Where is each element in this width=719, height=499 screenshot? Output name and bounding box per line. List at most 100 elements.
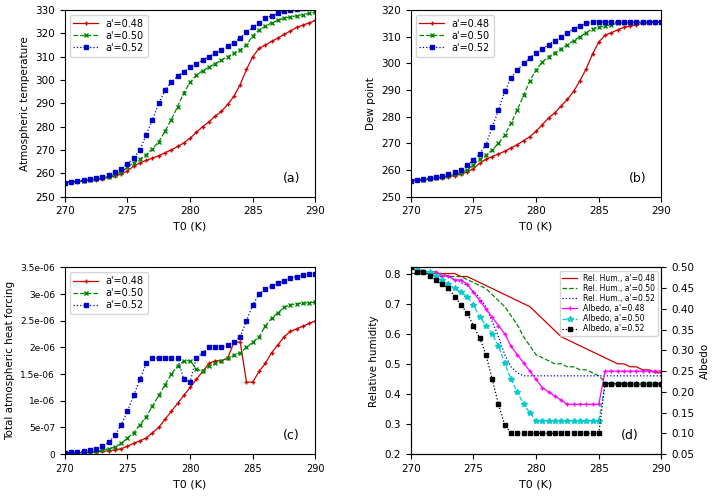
a'=0.52 (229, 339, 238, 345)
a'=0.52 (273, 280, 282, 286)
a'=0.52 (482, 142, 490, 148)
a'=0.50 (60, 180, 69, 186)
Rel. Hum., a'=0.48 (494, 288, 503, 294)
a'=0.52 (160, 355, 169, 361)
a'=0.50 (186, 358, 194, 364)
Rel. Hum., a'=0.48 (551, 328, 559, 334)
Albedo, a'=0.50 (557, 418, 566, 424)
Albedo, a'=0.52 (463, 310, 472, 316)
a'=0.48 (236, 82, 244, 88)
a'=0.50 (311, 299, 320, 305)
Albedo, a'=0.48 (526, 368, 534, 374)
Line: a'=0.50: a'=0.50 (408, 20, 664, 183)
Text: (c): (c) (283, 429, 300, 442)
a'=0.50 (67, 450, 75, 456)
Rel. Hum., a'=0.48 (638, 367, 647, 373)
a'=0.48 (73, 179, 81, 185)
a'=0.50 (280, 304, 288, 310)
a'=0.52 (198, 57, 207, 63)
a'=0.52 (532, 49, 541, 55)
a'=0.52 (450, 169, 459, 175)
a'=0.48 (261, 42, 270, 48)
a'=0.52 (444, 172, 453, 178)
Rel. Hum., a'=0.52 (632, 373, 641, 379)
Albedo, a'=0.52 (469, 322, 477, 328)
Albedo, a'=0.52 (613, 381, 622, 387)
a'=0.52 (111, 433, 119, 439)
a'=0.48 (167, 147, 175, 153)
a'=0.50 (186, 79, 194, 85)
a'=0.50 (551, 49, 559, 55)
a'=0.50 (519, 92, 528, 98)
a'=0.50 (92, 176, 101, 182)
Albedo, a'=0.48 (601, 368, 610, 374)
Albedo, a'=0.48 (500, 331, 509, 337)
a'=0.52 (111, 169, 119, 175)
a'=0.48 (92, 177, 101, 183)
a'=0.48 (569, 88, 578, 94)
a'=0.50 (532, 67, 541, 73)
a'=0.52 (311, 271, 320, 277)
a'=0.52 (588, 19, 597, 25)
Rel. Hum., a'=0.48 (406, 270, 415, 276)
a'=0.50 (620, 20, 628, 26)
Albedo, a'=0.48 (620, 368, 628, 374)
a'=0.50 (173, 104, 182, 110)
a'=0.48 (507, 145, 516, 151)
a'=0.50 (92, 449, 101, 455)
Rel. Hum., a'=0.48 (532, 310, 541, 316)
a'=0.50 (469, 162, 477, 168)
a'=0.52 (73, 449, 81, 455)
Albedo, a'=0.52 (457, 302, 465, 308)
a'=0.52 (298, 272, 307, 278)
a'=0.50 (73, 450, 81, 456)
Albedo, a'=0.50 (588, 418, 597, 424)
Albedo, a'=0.48 (626, 368, 634, 374)
Rel. Hum., a'=0.50 (532, 352, 541, 358)
Rel. Hum., a'=0.48 (538, 316, 546, 322)
a'=0.48 (136, 160, 145, 166)
a'=0.48 (229, 93, 238, 99)
Rel. Hum., a'=0.48 (482, 282, 490, 288)
Albedo, a'=0.48 (595, 401, 603, 407)
Rel. Hum., a'=0.48 (500, 291, 509, 297)
a'=0.52 (563, 29, 572, 35)
a'=0.52 (293, 6, 301, 12)
Rel. Hum., a'=0.48 (450, 270, 459, 276)
Albedo, a'=0.50 (494, 343, 503, 349)
a'=0.50 (507, 120, 516, 126)
a'=0.48 (588, 51, 597, 57)
a'=0.52 (160, 87, 169, 93)
Albedo, a'=0.50 (463, 293, 472, 299)
a'=0.50 (273, 310, 282, 316)
Rel. Hum., a'=0.52 (519, 373, 528, 379)
a'=0.48 (450, 173, 459, 179)
a'=0.48 (431, 176, 440, 182)
a'=0.52 (261, 286, 270, 292)
a'=0.48 (457, 171, 465, 177)
Rel. Hum., a'=0.48 (419, 270, 428, 276)
a'=0.50 (198, 368, 207, 374)
Rel. Hum., a'=0.52 (620, 373, 628, 379)
Rel. Hum., a'=0.50 (626, 382, 634, 388)
a'=0.48 (123, 168, 132, 174)
Albedo, a'=0.52 (576, 430, 585, 436)
Rel. Hum., a'=0.48 (438, 270, 446, 276)
a'=0.50 (267, 315, 276, 321)
Albedo, a'=0.52 (507, 430, 516, 436)
Albedo, a'=0.52 (595, 430, 603, 436)
Rel. Hum., a'=0.50 (469, 279, 477, 285)
Rel. Hum., a'=0.52 (425, 270, 434, 276)
a'=0.50 (236, 46, 244, 52)
a'=0.50 (538, 59, 546, 65)
a'=0.50 (305, 300, 313, 306)
a'=0.48 (224, 355, 232, 361)
Albedo, a'=0.52 (645, 381, 654, 387)
a'=0.52 (513, 67, 521, 73)
Albedo, a'=0.50 (607, 381, 615, 387)
a'=0.50 (67, 179, 75, 185)
a'=0.48 (469, 166, 477, 172)
Albedo, a'=0.50 (500, 360, 509, 366)
Albedo, a'=0.48 (632, 368, 641, 374)
Albedo, a'=0.50 (444, 281, 453, 287)
